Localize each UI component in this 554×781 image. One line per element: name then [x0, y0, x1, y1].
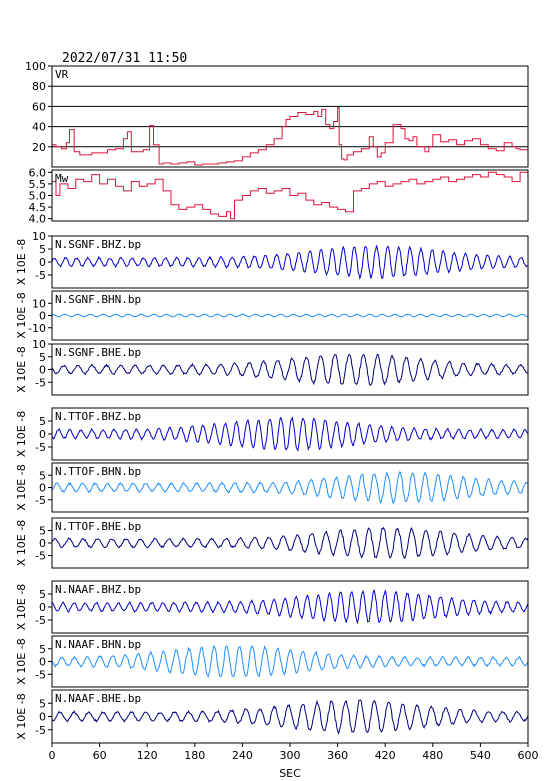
y-tick-label: -5	[35, 614, 46, 627]
x-tick-label: 0	[49, 749, 56, 762]
series-line	[51, 526, 529, 559]
y-tick-label: 5.0	[29, 190, 47, 203]
y-unit-label: X 10E -8	[15, 638, 28, 684]
series-line	[51, 313, 529, 318]
y-tick-label: 0	[39, 364, 46, 377]
series-line	[51, 416, 529, 452]
y-tick-label: 10	[32, 338, 46, 351]
y-unit-label: X 10E -8	[15, 292, 28, 338]
panel-frame	[51, 65, 529, 168]
x-tick-label: 600	[518, 749, 539, 762]
y-tick-label: 0	[39, 537, 46, 550]
y-tick-label: 5	[39, 469, 46, 482]
y-unit-label: X 10E -8	[15, 464, 28, 510]
y-tick-label: 10	[32, 230, 46, 243]
panel-label: N.TTOF.BHE.bp	[55, 520, 141, 533]
x-tick-label: 120	[137, 749, 158, 762]
x-tick-label: 180	[184, 749, 205, 762]
series-line	[51, 245, 529, 280]
y-tick-label: -5	[35, 668, 46, 681]
series-line	[51, 588, 529, 625]
y-tick-label: 0	[39, 256, 46, 269]
panel-label: N.SGNF.BHZ.bp	[55, 238, 141, 251]
x-tick-label: 480	[422, 749, 443, 762]
panel-label: N.TTOF.BHN.bp	[55, 465, 141, 478]
y-tick-label: 4.0	[29, 213, 47, 226]
series-line	[51, 471, 529, 505]
panel-2: 4.04.55.05.56.0 Mw	[29, 166, 529, 226]
panel-label: N.TTOF.BHZ.bp	[55, 410, 141, 423]
y-tick-label: 5	[39, 588, 46, 601]
series-line	[51, 699, 529, 735]
y-tick-label: -5	[35, 269, 46, 282]
y-tick-label: 80	[32, 80, 46, 93]
panel-label: N.NAAF.BHN.bp	[55, 638, 141, 651]
panel-8: -505 N.TTOF.BHE.bp X 10E -8	[15, 517, 529, 569]
panel-label: N.NAAF.BHE.bp	[55, 692, 141, 705]
y-tick-label: -5	[35, 441, 46, 454]
y-tick-label: 0	[39, 601, 46, 614]
series-line	[52, 171, 529, 220]
y-unit-label: X 10E -8	[15, 239, 28, 285]
y-tick-label: 20	[32, 141, 46, 154]
panel-7: -505 N.TTOF.BHN.bp X 10E -8	[15, 462, 529, 513]
panel-label: Mw	[55, 172, 69, 185]
y-tick-label: -10	[28, 322, 46, 335]
x-tick-label: 420	[375, 749, 396, 762]
y-tick-label: 5	[39, 415, 46, 428]
y-tick-label: -5	[35, 494, 46, 507]
y-tick-label: 0	[39, 428, 46, 441]
y-tick-label: 5.5	[29, 178, 47, 191]
series-line	[52, 106, 529, 166]
panel-10: -505 N.NAAF.BHN.bp X 10E -8	[15, 635, 529, 688]
y-unit-label: X 10E -8	[15, 346, 28, 392]
series-line	[51, 644, 529, 678]
datetime-title: 2022/07/31 11:50	[62, 51, 187, 66]
panel-11: -505 N.NAAF.BHE.bp X 10E -8	[15, 689, 529, 744]
y-tick-label: 10	[32, 297, 46, 310]
panel-label: N.SGNF.BHE.bp	[55, 346, 141, 359]
y-tick-label: 60	[32, 100, 46, 113]
y-tick-label: 0	[39, 310, 46, 323]
y-tick-label: 5	[39, 525, 46, 538]
y-tick-label: 0	[39, 656, 46, 669]
y-tick-label: 5	[39, 643, 46, 656]
y-tick-label: 0	[39, 711, 46, 724]
x-tick-label: 540	[470, 749, 491, 762]
panel-label: N.NAAF.BHZ.bp	[55, 583, 141, 596]
y-tick-label: 6.0	[29, 166, 47, 179]
x-tick-label: 60	[93, 749, 107, 762]
panel-9: -505 N.NAAF.BHZ.bp X 10E -8	[15, 580, 529, 634]
x-tick-label: 300	[280, 749, 301, 762]
panel-1: 20 40 60 80 100 VR	[25, 60, 529, 168]
x-tick-label: 240	[232, 749, 253, 762]
y-tick-label: 40	[32, 121, 46, 134]
y-tick-label: 5	[39, 351, 46, 364]
y-unit-label: X 10E -8	[15, 520, 28, 566]
y-tick-label: 4.5	[29, 201, 47, 214]
panel-label: N.SGNF.BHN.bp	[55, 293, 141, 306]
panel-6: -505 N.TTOF.BHZ.bp X 10E -8	[15, 407, 529, 461]
panel-label: VR	[55, 68, 69, 81]
x-axis-label: SEC	[279, 767, 301, 780]
y-tick-label: -5	[35, 724, 46, 737]
y-tick-label: 0	[39, 482, 46, 495]
y-tick-label: -5	[35, 550, 46, 563]
x-tick-label: 360	[327, 749, 348, 762]
series-line	[51, 353, 529, 386]
y-unit-label: X 10E -8	[15, 411, 28, 457]
y-tick-label: 100	[25, 60, 46, 73]
y-tick-label: 5	[39, 243, 46, 256]
y-tick-label: -5	[35, 376, 46, 389]
y-unit-label: X 10E -8	[15, 584, 28, 630]
y-tick-label: 5	[39, 697, 46, 710]
y-unit-label: X 10E -8	[15, 693, 28, 739]
